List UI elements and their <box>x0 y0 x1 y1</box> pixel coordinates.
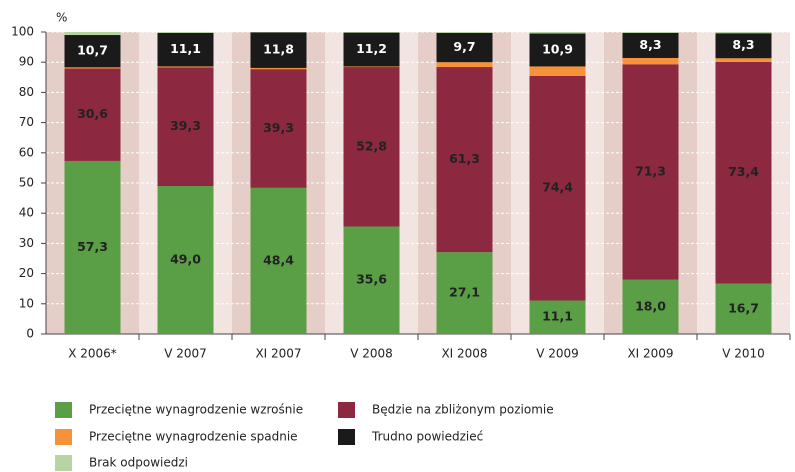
value-label: 11,8 <box>263 42 294 57</box>
legend-swatch <box>55 455 72 471</box>
value-label: 9,7 <box>453 39 475 54</box>
bar-segment <box>436 67 493 253</box>
bar-segment <box>622 64 679 280</box>
y-tick-label: 0 <box>26 327 34 341</box>
value-label: 11,1 <box>170 41 201 56</box>
bar-segment <box>529 33 586 67</box>
value-label: 11,1 <box>542 309 573 324</box>
value-label: 57,3 <box>77 239 108 254</box>
bar-segment <box>715 58 772 62</box>
x-tick-label: V 2010 <box>722 347 765 361</box>
bar-segment <box>64 32 121 36</box>
bar-segment <box>715 33 772 59</box>
value-label: 27,1 <box>449 285 480 300</box>
y-tick-label: 100 <box>11 25 34 39</box>
bar-segment <box>343 32 400 33</box>
value-label: 49,0 <box>170 252 201 267</box>
bar-segment <box>250 69 307 188</box>
bar-segment <box>529 32 586 34</box>
value-label: 30,6 <box>77 106 108 121</box>
legend-label: Przeciętne wynagrodzenie wzrośnie <box>89 403 303 417</box>
bar-segment <box>250 32 307 68</box>
y-tick-label: 20 <box>19 266 34 280</box>
x-tick-label: XI 2008 <box>441 347 487 361</box>
bar-segment <box>436 32 493 63</box>
legend-swatch <box>55 402 72 418</box>
y-tick-label: 30 <box>19 236 34 250</box>
legend-swatch <box>338 429 355 445</box>
value-label: 8,3 <box>732 37 754 52</box>
x-tick-label: V 2009 <box>536 347 579 361</box>
legend-label: Trudno powiedzieć <box>371 430 483 444</box>
y-tick-label: 60 <box>19 145 34 159</box>
legend-swatch <box>338 402 355 418</box>
bar-segment <box>250 67 307 70</box>
value-label: 16,7 <box>728 300 759 315</box>
legend-label: Brak odpowiedzi <box>89 456 188 470</box>
bar-segment <box>157 67 214 187</box>
legend-label: Będzie na zbliżonym poziomie <box>372 403 554 417</box>
bar-segment <box>157 186 214 334</box>
value-label: 71,3 <box>635 163 666 178</box>
bar-segment <box>64 67 121 69</box>
bar-segment <box>64 160 121 334</box>
bar-segment <box>715 283 772 334</box>
value-label: 8,3 <box>639 37 661 52</box>
bar-segment <box>343 32 400 67</box>
value-label: 10,9 <box>542 41 573 56</box>
value-label: 18,0 <box>635 298 666 313</box>
bar-segment <box>157 66 214 68</box>
bar-segment <box>436 62 493 68</box>
bar-segment <box>157 32 214 33</box>
y-tick-label: 50 <box>19 176 34 190</box>
bar-segment <box>250 187 307 334</box>
bar-segment <box>529 66 586 76</box>
x-tick-label: X 2006* <box>68 347 117 361</box>
y-tick-label: 80 <box>19 85 34 99</box>
x-tick-label: XI 2009 <box>627 347 673 361</box>
value-label: 39,3 <box>263 120 294 135</box>
bar-segment <box>436 252 493 334</box>
legend-label: Przeciętne wynagrodzenie spadnie <box>89 430 298 444</box>
y-axis-label: % <box>56 11 67 25</box>
bar-segment <box>715 61 772 284</box>
y-tick-label: 90 <box>19 55 34 69</box>
value-label: 61,3 <box>449 151 480 166</box>
value-label: 74,4 <box>542 180 573 195</box>
bar-segment <box>715 32 772 34</box>
bar-segment <box>64 35 121 68</box>
value-label: 73,4 <box>728 164 759 179</box>
legend-swatch <box>55 429 72 445</box>
y-tick-label: 70 <box>19 115 34 129</box>
x-tick-label: XI 2007 <box>255 347 301 361</box>
value-label: 52,8 <box>356 138 387 153</box>
y-tick-label: 40 <box>19 206 34 220</box>
value-label: 11,2 <box>356 41 387 56</box>
y-tick-label: 10 <box>19 296 34 310</box>
x-tick-label: V 2008 <box>350 347 393 361</box>
bar-segment <box>343 226 400 334</box>
bar-segment <box>529 300 586 334</box>
value-label: 48,4 <box>263 252 294 267</box>
value-label: 10,7 <box>77 43 108 58</box>
value-label: 35,6 <box>356 272 387 287</box>
bar-segment <box>436 32 493 33</box>
bar-segment <box>529 75 586 301</box>
bar-segment <box>343 67 400 227</box>
x-tick-label: V 2007 <box>164 347 207 361</box>
bar-segment <box>157 32 214 67</box>
bar-segment <box>343 66 400 68</box>
bar-segment <box>622 57 679 65</box>
bar-segment <box>64 68 121 161</box>
value-label: 39,3 <box>170 118 201 133</box>
bar-segment <box>622 32 679 58</box>
bar-segment <box>622 32 679 33</box>
bar-segment <box>622 279 679 334</box>
